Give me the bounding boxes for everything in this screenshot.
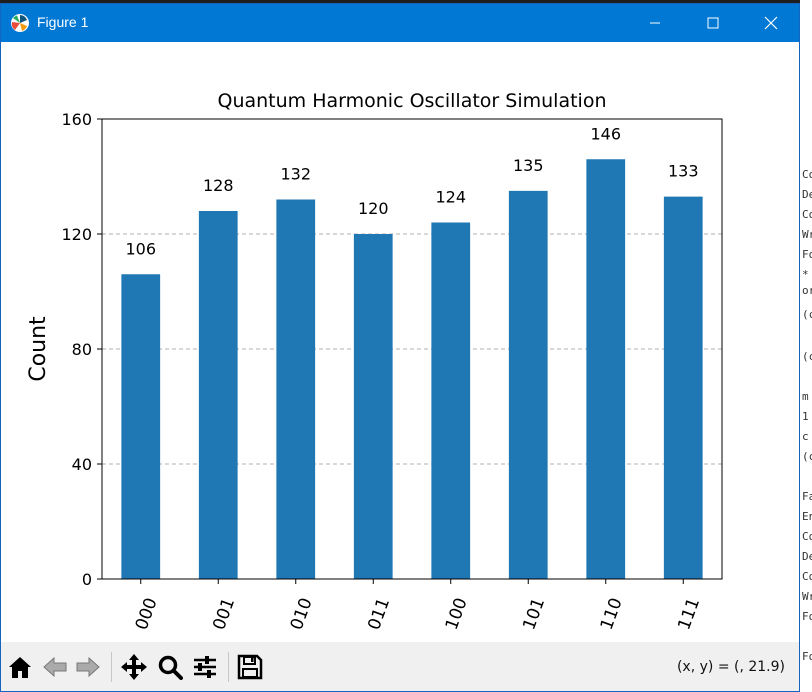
home-button[interactable] [5, 652, 35, 682]
bar-value-label: 135 [513, 156, 544, 175]
background-strip [0, 0, 812, 4]
background-text-fragment: Co [802, 530, 812, 543]
background-text-fragment: Fo [802, 610, 812, 623]
y-tick-label: 80 [72, 340, 92, 359]
configure-subplots-button[interactable] [190, 652, 220, 682]
background-text-fragment: Co [802, 168, 812, 181]
background-text-fragment: (c [802, 450, 812, 463]
window-title: Figure 1 [37, 14, 89, 30]
background-text-fragment: Co [802, 570, 812, 583]
y-tick-label: 40 [72, 455, 92, 474]
x-tick-label: 101 [519, 595, 549, 632]
bar [586, 159, 626, 579]
y-tick-label: 120 [61, 225, 92, 244]
bar-value-label: 124 [435, 188, 466, 207]
background-text-fragment: Wr [802, 228, 812, 241]
matplotlib-logo-icon [11, 14, 29, 32]
maximize-icon [707, 17, 719, 29]
x-tick-label: 010 [287, 595, 317, 632]
bar [198, 211, 238, 579]
cursor-coordinates: (x, y) = (, 21.9) [676, 659, 785, 675]
zoom-button[interactable] [155, 652, 185, 682]
arrow-left-icon [43, 656, 67, 678]
bar [508, 190, 548, 579]
navigation-toolbar: (x, y) = (, 21.9) [1, 642, 799, 691]
background-text-fragment: Fo [802, 650, 812, 663]
y-tick-label: 0 [82, 570, 92, 589]
background-text-fragment: (c [802, 350, 812, 363]
close-button[interactable] [743, 4, 799, 42]
floppy-disk-icon [237, 654, 263, 680]
bar [276, 199, 316, 579]
save-button[interactable] [235, 652, 265, 682]
x-tick-label: 001 [209, 595, 239, 632]
background-text-fragment: Co [802, 208, 812, 221]
background-text-fragment: (c [802, 308, 812, 321]
x-tick-label: 011 [364, 595, 394, 632]
x-tick-label: 100 [442, 595, 472, 632]
bar [431, 222, 471, 579]
sliders-icon [194, 656, 216, 678]
bar [353, 234, 393, 579]
move-arrows-icon [121, 654, 147, 680]
bar-chart: Quantum Harmonic Oscillator Simulation C… [26, 90, 723, 633]
back-button[interactable] [40, 652, 70, 682]
maximize-button[interactable] [685, 4, 741, 42]
bar-value-label: 132 [280, 165, 311, 184]
bar-value-label: 146 [590, 124, 621, 143]
chart-title: Quantum Harmonic Oscillator Simulation [218, 90, 607, 112]
background-text-fragment: Wr [802, 590, 812, 603]
bar [663, 196, 703, 579]
background-text-fragment: m [802, 390, 809, 403]
background-text-fragment: * [802, 268, 809, 281]
pan-button[interactable] [119, 652, 149, 682]
toolbar-separator [111, 652, 112, 682]
y-tick-label: 160 [61, 110, 92, 129]
background-text-fragment: De [802, 188, 812, 201]
background-text-fragment: 1 [802, 410, 809, 423]
minimize-icon [650, 22, 660, 24]
background-text-fragment: or [802, 284, 812, 297]
bar [121, 274, 161, 579]
y-axis-label: Count [26, 316, 51, 382]
background-text-fragment: Fo [802, 248, 812, 261]
background-text-fragment: c [802, 430, 809, 443]
background-text-fragment: De [802, 550, 812, 563]
x-tick-label: 000 [132, 595, 162, 632]
magnifier-icon [158, 655, 183, 680]
home-icon [9, 657, 31, 678]
forward-button[interactable] [73, 652, 103, 682]
background-text-fragment: En [802, 510, 812, 523]
minimize-button[interactable] [627, 4, 683, 42]
figure-canvas[interactable]: Quantum Harmonic Oscillator Simulation C… [1, 42, 799, 642]
bar-value-label: 128 [203, 176, 234, 195]
title-bar: Figure 1 [1, 4, 799, 42]
close-icon [764, 16, 778, 30]
arrow-right-icon [76, 656, 100, 678]
toolbar-separator [228, 652, 229, 682]
background-editor-fragment: Co De Co Wr Fo * or (c (c m 1 c (c Fa En Co De Co Wr Fo Fo [800, 0, 812, 692]
figure-window: Figure 1 Quantum Harmonic Oscillator Sim… [0, 3, 800, 692]
bar-value-label: 133 [668, 162, 699, 181]
background-text-fragment: Fa [802, 490, 812, 503]
x-tick-label: 111 [674, 595, 704, 632]
bar-value-label: 106 [125, 239, 156, 258]
bar-value-label: 120 [358, 199, 389, 218]
x-tick-label: 110 [597, 595, 627, 632]
